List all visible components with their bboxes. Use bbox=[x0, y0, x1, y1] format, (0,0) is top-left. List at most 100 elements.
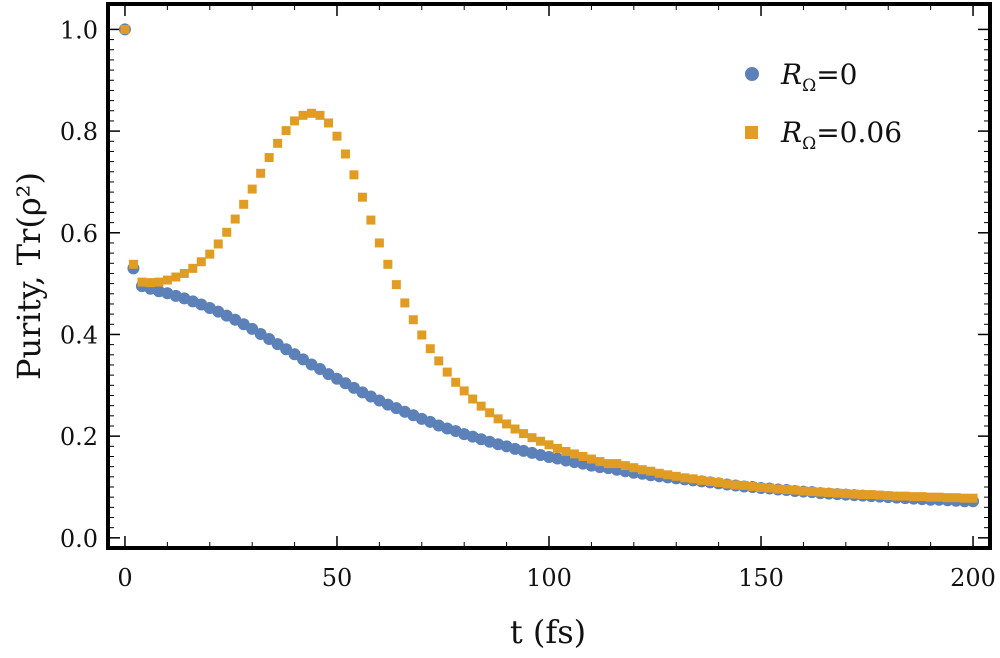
data-point-series-1 bbox=[748, 481, 758, 491]
x-tick-label-2: 100 bbox=[526, 564, 572, 592]
data-point-series-1 bbox=[536, 436, 546, 446]
data-point-series-1 bbox=[578, 451, 588, 461]
y-tick-label-5: 1.0 bbox=[60, 16, 98, 44]
data-point-series-1 bbox=[552, 443, 562, 453]
series-1 bbox=[120, 24, 978, 503]
data-point-series-1 bbox=[671, 471, 681, 481]
series-0 bbox=[118, 23, 980, 508]
data-point-series-1 bbox=[773, 484, 783, 494]
data-point-series-1 bbox=[468, 394, 478, 404]
data-point-series-1 bbox=[510, 424, 520, 434]
legend: RΩ=0 RΩ=0.06 bbox=[745, 58, 902, 154]
data-point-series-1 bbox=[824, 488, 834, 498]
y-axis-label: Purity, Tr(ρ²) bbox=[10, 172, 48, 380]
data-point-series-1 bbox=[408, 315, 418, 325]
data-point-series-1 bbox=[595, 457, 605, 467]
data-point-series-1 bbox=[909, 492, 919, 502]
data-point-series-1 bbox=[951, 493, 961, 503]
legend-label-series-1: RΩ=0.06 bbox=[780, 116, 902, 154]
data-point-series-1 bbox=[849, 489, 859, 499]
data-point-series-1 bbox=[366, 215, 376, 225]
data-point-series-1 bbox=[120, 24, 130, 34]
data-point-series-1 bbox=[705, 476, 715, 486]
data-point-series-1 bbox=[943, 493, 953, 503]
data-point-series-1 bbox=[442, 367, 452, 377]
data-point-series-1 bbox=[256, 168, 266, 178]
data-point-series-1 bbox=[765, 483, 774, 493]
data-point-series-1 bbox=[900, 491, 910, 501]
data-point-series-1 bbox=[179, 268, 189, 278]
data-point-series-1 bbox=[832, 488, 842, 498]
data-point-series-1 bbox=[502, 419, 512, 429]
data-point-series-1 bbox=[612, 459, 622, 469]
data-point-series-1 bbox=[374, 238, 384, 248]
data-point-series-1 bbox=[654, 468, 664, 478]
tick-labels: 0 50 100 150 200 0.0 0.2 0.4 0.6 0.8 1.0 bbox=[60, 16, 996, 592]
legend-marker-series-0 bbox=[745, 67, 759, 81]
data-point-series-1 bbox=[866, 490, 876, 500]
data-point-series-1 bbox=[620, 461, 630, 471]
data-point-series-1 bbox=[917, 492, 927, 502]
data-point-series-1 bbox=[213, 239, 223, 249]
data-point-series-1 bbox=[586, 454, 596, 464]
data-point-series-1 bbox=[162, 275, 172, 285]
data-point-series-1 bbox=[680, 473, 690, 483]
data-point-series-1 bbox=[629, 463, 639, 473]
data-point-series-1 bbox=[739, 480, 749, 490]
data-point-series-1 bbox=[781, 485, 791, 495]
x-tick-label-0: 0 bbox=[117, 564, 132, 592]
data-point-series-1 bbox=[196, 257, 206, 267]
data-point-series-1 bbox=[154, 277, 164, 287]
data-point-series-1 bbox=[230, 214, 240, 224]
data-point-series-1 bbox=[697, 475, 707, 485]
data-point-series-1 bbox=[391, 280, 401, 290]
data-point-series-1 bbox=[273, 138, 283, 148]
data-point-series-1 bbox=[934, 492, 944, 502]
data-point-series-1 bbox=[790, 485, 800, 495]
data-point-series-1 bbox=[324, 118, 333, 128]
data-point-series-1 bbox=[519, 429, 529, 439]
data-point-series-1 bbox=[807, 487, 817, 497]
data-point-series-1 bbox=[340, 149, 350, 159]
data-point-series-1 bbox=[960, 493, 970, 503]
x-tick-label-1: 50 bbox=[322, 564, 353, 592]
data-point-series-1 bbox=[298, 110, 308, 120]
data-point-series-1 bbox=[883, 491, 893, 501]
data-point-series-1 bbox=[239, 199, 249, 209]
data-point-series-1 bbox=[264, 153, 274, 163]
data-point-series-1 bbox=[892, 491, 902, 501]
data-point-series-1 bbox=[926, 492, 936, 502]
data-point-series-1 bbox=[290, 116, 300, 126]
data-point-series-1 bbox=[205, 249, 215, 259]
ticks-layer bbox=[108, 4, 990, 548]
data-point-series-1 bbox=[476, 401, 486, 411]
y-tick-label-3: 0.6 bbox=[60, 220, 98, 248]
data-point-series-1 bbox=[798, 486, 808, 496]
x-axis-label: t (fs) bbox=[510, 613, 586, 651]
data-point-series-1 bbox=[434, 356, 444, 366]
data-point-series-1 bbox=[357, 192, 367, 202]
data-point-series-1 bbox=[425, 344, 435, 354]
y-tick-label-2: 0.4 bbox=[60, 321, 98, 349]
data-point-series-1 bbox=[383, 259, 393, 269]
data-point-series-1 bbox=[485, 408, 495, 418]
data-point-series-1 bbox=[731, 480, 741, 490]
data-point-series-1 bbox=[145, 278, 155, 288]
data-point-series-1 bbox=[756, 482, 766, 492]
data-point-series-1 bbox=[637, 465, 647, 475]
data-point-series-1 bbox=[171, 272, 181, 282]
data-point-series-1 bbox=[493, 414, 503, 424]
y-tick-label-0: 0.0 bbox=[60, 525, 98, 553]
legend-label-series-0: RΩ=0 bbox=[780, 58, 857, 96]
data-point-series-1 bbox=[222, 227, 232, 237]
data-point-series-1 bbox=[137, 277, 147, 287]
data-point-series-1 bbox=[459, 386, 469, 396]
data-point-series-1 bbox=[815, 487, 825, 497]
data-point-series-1 bbox=[128, 259, 138, 269]
y-tick-label-4: 0.8 bbox=[60, 118, 98, 146]
data-point-series-1 bbox=[875, 490, 885, 500]
y-tick-label-1: 0.2 bbox=[60, 423, 98, 451]
data-point-series-1 bbox=[646, 466, 656, 476]
data-point-series-1 bbox=[281, 126, 291, 136]
